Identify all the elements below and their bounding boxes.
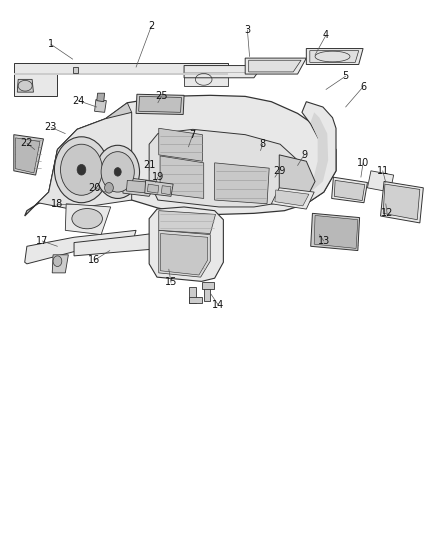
Polygon shape [160, 156, 204, 198]
Text: 25: 25 [155, 91, 168, 101]
Polygon shape [145, 180, 173, 196]
Polygon shape [306, 49, 363, 64]
Polygon shape [249, 60, 301, 72]
Ellipse shape [72, 208, 102, 229]
Text: 6: 6 [360, 82, 366, 92]
Polygon shape [161, 185, 171, 195]
Polygon shape [17, 79, 33, 92]
Circle shape [53, 256, 62, 266]
Circle shape [96, 146, 140, 198]
Text: 22: 22 [21, 138, 33, 148]
Polygon shape [302, 102, 336, 204]
Polygon shape [136, 94, 184, 115]
Polygon shape [149, 130, 297, 207]
Polygon shape [127, 180, 153, 193]
Polygon shape [73, 67, 78, 73]
Text: 1: 1 [48, 39, 54, 49]
Polygon shape [332, 177, 367, 203]
Polygon shape [95, 100, 106, 112]
Polygon shape [25, 95, 336, 216]
Circle shape [77, 165, 86, 175]
Polygon shape [149, 207, 223, 281]
Polygon shape [14, 135, 43, 175]
Polygon shape [204, 284, 210, 301]
Text: 10: 10 [357, 158, 369, 168]
Polygon shape [74, 230, 177, 256]
Text: 11: 11 [377, 166, 389, 176]
Polygon shape [215, 163, 269, 204]
Polygon shape [123, 177, 157, 196]
Text: 8: 8 [260, 139, 266, 149]
Polygon shape [383, 184, 420, 220]
Text: 14: 14 [212, 300, 224, 310]
Text: 23: 23 [45, 122, 57, 132]
Polygon shape [159, 230, 210, 277]
Polygon shape [272, 188, 314, 209]
Text: 24: 24 [72, 95, 85, 106]
Polygon shape [49, 103, 132, 192]
Circle shape [101, 152, 134, 192]
Polygon shape [97, 93, 105, 102]
Polygon shape [14, 73, 228, 75]
Text: 15: 15 [165, 278, 177, 287]
Polygon shape [148, 184, 159, 193]
Text: 12: 12 [381, 208, 393, 219]
Text: 4: 4 [323, 30, 329, 41]
Text: 16: 16 [88, 255, 101, 265]
Text: 13: 13 [318, 236, 330, 246]
Polygon shape [159, 128, 202, 161]
Polygon shape [15, 138, 40, 173]
Polygon shape [189, 297, 202, 303]
Polygon shape [14, 74, 57, 96]
Polygon shape [159, 211, 215, 233]
Polygon shape [201, 282, 214, 289]
Polygon shape [139, 96, 181, 112]
Polygon shape [189, 287, 196, 303]
Polygon shape [311, 213, 360, 251]
Text: 20: 20 [88, 183, 101, 193]
Circle shape [60, 144, 102, 195]
Polygon shape [310, 51, 359, 62]
Polygon shape [14, 63, 228, 74]
Circle shape [54, 137, 109, 203]
Polygon shape [279, 155, 315, 198]
Polygon shape [314, 215, 358, 248]
Polygon shape [65, 204, 111, 235]
Polygon shape [184, 66, 263, 78]
Text: 19: 19 [152, 172, 164, 182]
Text: 29: 29 [273, 166, 286, 176]
Text: 17: 17 [36, 236, 48, 246]
Text: 3: 3 [244, 25, 251, 35]
Polygon shape [334, 180, 365, 200]
Polygon shape [275, 190, 309, 206]
Text: 18: 18 [51, 199, 64, 209]
Text: 7: 7 [190, 130, 196, 140]
Text: 5: 5 [343, 71, 349, 81]
Polygon shape [311, 112, 328, 192]
Polygon shape [367, 171, 394, 192]
Polygon shape [38, 112, 132, 209]
Polygon shape [381, 181, 424, 223]
Circle shape [114, 167, 121, 176]
Polygon shape [160, 233, 208, 275]
Text: 21: 21 [143, 160, 155, 171]
Text: 2: 2 [148, 21, 155, 31]
Polygon shape [245, 58, 306, 74]
Polygon shape [25, 230, 136, 264]
Polygon shape [184, 74, 228, 86]
Circle shape [105, 182, 113, 193]
Polygon shape [52, 255, 68, 273]
Text: 9: 9 [301, 150, 307, 160]
